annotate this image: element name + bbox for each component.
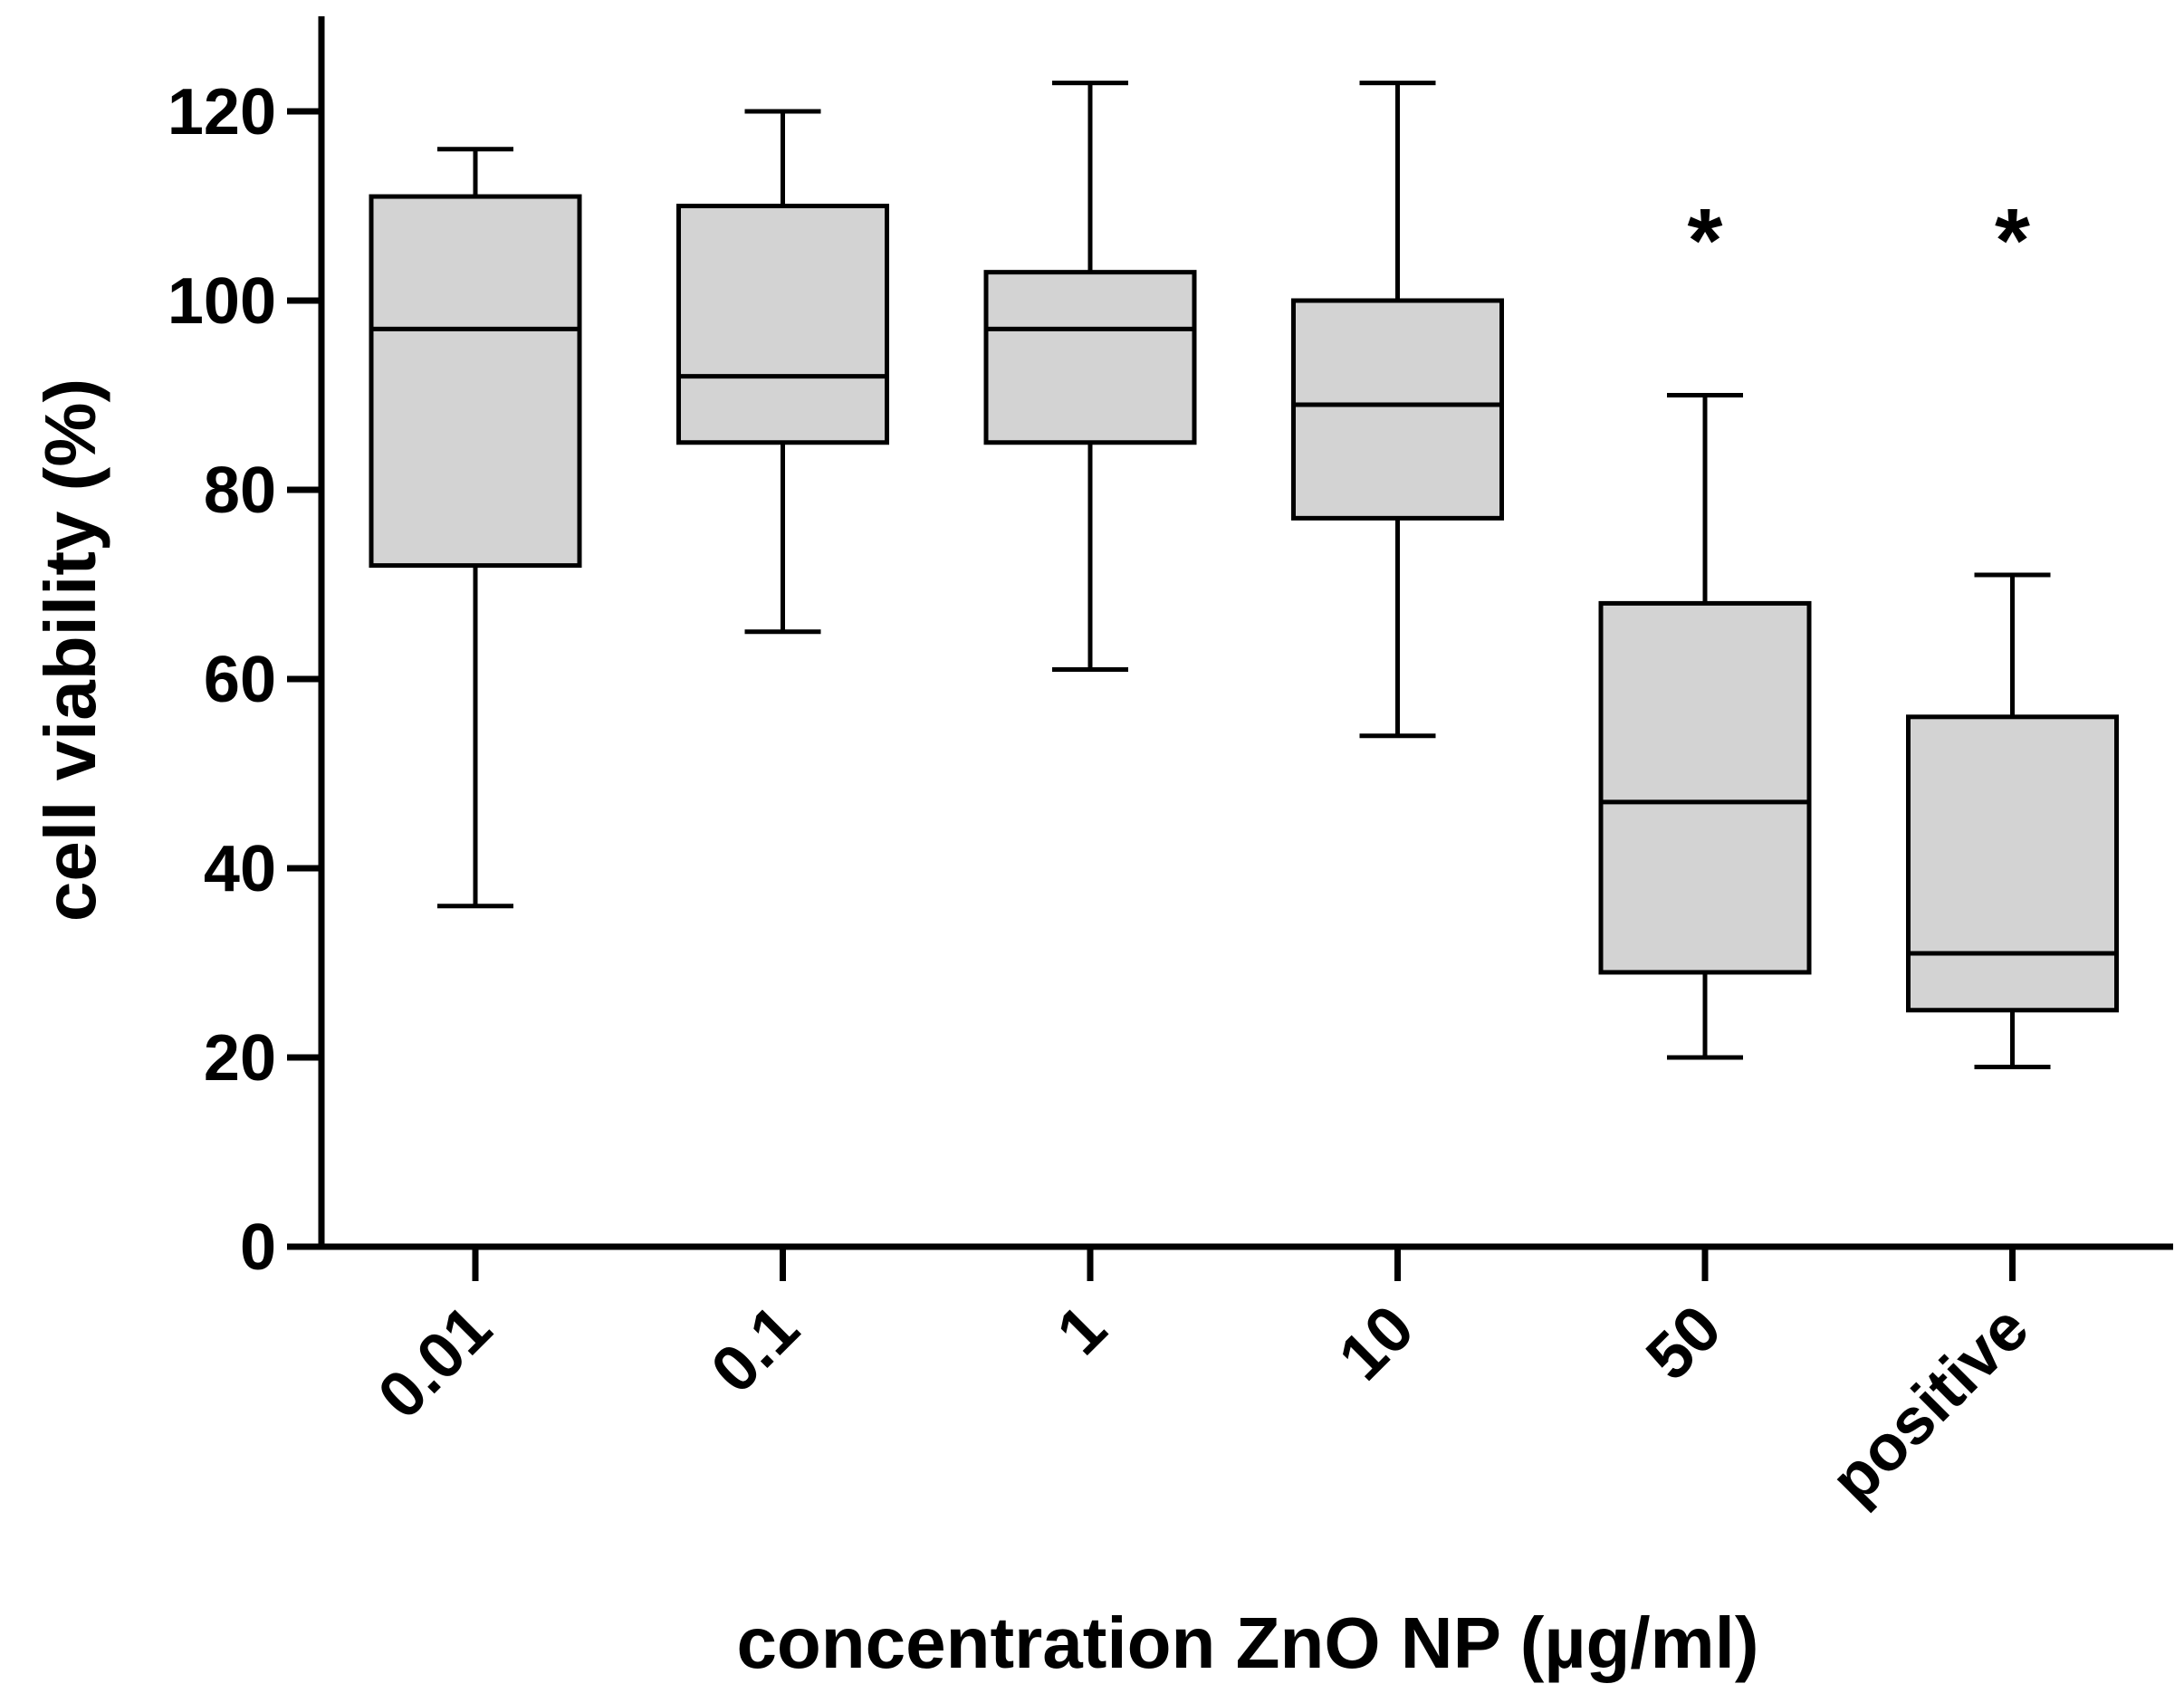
x-tick-label: 0.01 <box>365 1292 506 1433</box>
y-tick-label: 60 <box>204 644 276 716</box>
box-iqr <box>676 204 889 445</box>
box-group: * <box>1598 190 1812 1060</box>
x-tick-label: 10 <box>1326 1292 1428 1394</box>
box-iqr <box>1906 714 2119 1013</box>
y-tick-label: 80 <box>204 454 276 527</box>
x-ticks: 0.01 0.1 1 10 50 positive <box>365 1247 2043 1517</box>
x-tick-label: positive <box>1817 1292 2043 1517</box>
box-iqr <box>369 194 582 569</box>
axes-layer <box>318 16 2173 1250</box>
y-axis-title: cell viability (%) <box>30 378 110 922</box>
box-group <box>369 147 582 909</box>
significance-asterisk: * <box>1688 190 1723 292</box>
x-axis-title: concentration ZnO NP (µg/ml) <box>736 1603 1758 1683</box>
box-group: * <box>1906 190 2119 1069</box>
y-tick-label: 0 <box>240 1211 276 1284</box>
x-tick-label: 50 <box>1633 1292 1735 1394</box>
y-tick-label: 20 <box>204 1022 276 1095</box>
box-iqr <box>1291 298 1504 521</box>
y-tick-label: 120 <box>168 76 276 148</box>
box-group <box>983 81 1197 673</box>
y-tick-label: 40 <box>204 833 276 905</box>
significance-asterisk: * <box>1995 190 2030 292</box>
box-iqr <box>1598 600 1812 975</box>
y-ticks: 0 20 40 60 80 100 120 <box>168 76 321 1284</box>
x-tick-label: 1 <box>1043 1292 1120 1369</box>
y-tick-label: 100 <box>168 265 276 338</box>
box-group <box>676 109 889 635</box>
box-group <box>1291 81 1504 739</box>
boxes-layer: * * <box>369 81 2119 1069</box>
x-tick-label: 0.1 <box>697 1292 812 1407</box>
box-iqr <box>983 270 1197 445</box>
